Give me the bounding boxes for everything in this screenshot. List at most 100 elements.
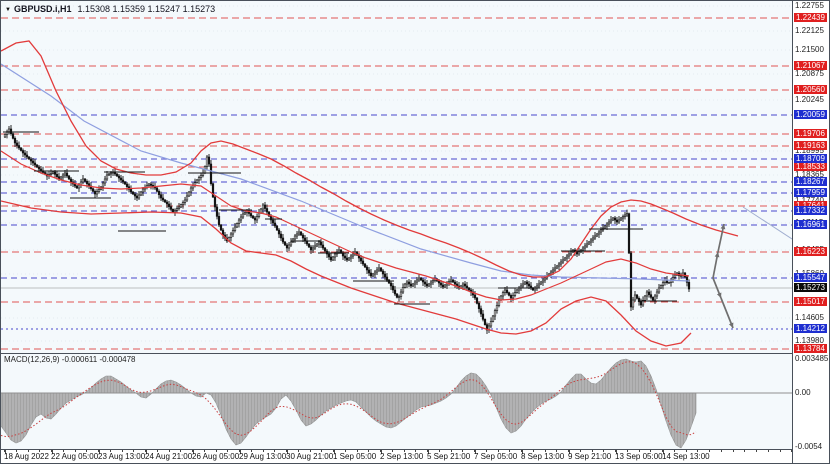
time-axis-tick (380, 450, 381, 452)
time-axis-major-tick (99, 450, 100, 454)
time-axis-tick (579, 450, 581, 452)
time-axis-tick (767, 450, 769, 452)
time-axis-tick (15, 450, 17, 452)
time-axis-major-tick (381, 450, 382, 454)
time-axis-label: 22 Aug 05:00 (51, 452, 99, 461)
time-axis-tick (497, 450, 499, 452)
time-axis-tick (485, 450, 487, 452)
time-axis-tick (791, 450, 793, 452)
time-axis-tick (51, 450, 52, 452)
time-axis-tick (368, 450, 370, 452)
price-axis-label: 1.18365 (795, 170, 824, 179)
bollinger-lower-band (1, 200, 692, 347)
support-level-label: 1.16961 (794, 220, 827, 229)
time-axis-tick (462, 450, 464, 452)
time-axis-tick (27, 450, 29, 452)
time-axis-tick (4, 450, 5, 452)
resistance-level-label: 1.15017 (794, 297, 827, 306)
time-axis-tick (556, 450, 558, 452)
time-axis-tick (145, 450, 146, 452)
time-axis-label: 26 Aug 05:00 (192, 452, 240, 461)
macd-axis-label: 0.003485 (795, 354, 829, 363)
time-axis-tick (544, 450, 546, 452)
time-axis-tick (168, 450, 170, 452)
time-axis[interactable]: 18 Aug 2022 22 Aug 05:00 23 Aug 13:00 24 Au… (1, 450, 793, 463)
descending-trendline (742, 206, 792, 240)
price-axis[interactable]: 1.22755 1.22125 1.21500 1.20875 1.20245 1.189… (792, 1, 829, 463)
time-axis-label: 24 Aug 21:00 (145, 452, 193, 461)
time-axis-tick (239, 450, 240, 452)
macd-indicator-pane[interactable] (1, 354, 792, 449)
time-axis-label: 5 Sep 21:00 (427, 452, 471, 461)
symbol-collapse-icon[interactable]: ▼ (5, 7, 11, 13)
resistance-level-label: 1.19163 (794, 141, 827, 150)
time-axis-tick (333, 450, 334, 452)
price-axis-label: 1.22755 (795, 1, 824, 10)
time-axis-tick (626, 450, 628, 452)
resistance-level-label: 1.22439 (794, 13, 827, 22)
time-axis-tick (109, 450, 111, 452)
support-level-label: 1.17332 (794, 206, 827, 215)
time-axis-tick (779, 450, 781, 452)
pane-separator[interactable] (1, 353, 792, 354)
time-axis-tick (615, 450, 616, 452)
time-axis-label: 23 Aug 13:00 (98, 452, 146, 461)
time-axis-tick (744, 450, 746, 452)
time-axis-label: 29 Aug 13:00 (239, 452, 287, 461)
macd-axis-label: 0.00 (795, 388, 811, 397)
swing-level-segments (3, 131, 677, 305)
time-axis-major-tick (334, 450, 335, 454)
time-axis-tick (650, 450, 652, 452)
resistance-level-label: 1.18533 (794, 162, 827, 171)
price-axis-label: 1.21500 (795, 45, 824, 54)
support-level-label: 1.14212 (794, 324, 827, 333)
time-axis-tick (74, 450, 76, 452)
time-axis-major-tick (146, 450, 147, 454)
time-axis-tick (568, 450, 569, 452)
time-axis-tick (180, 450, 182, 452)
time-axis-tick (286, 450, 287, 452)
time-axis-tick (673, 450, 675, 452)
time-axis-tick (756, 450, 757, 452)
support-level-label: 1.20059 (794, 110, 827, 119)
symbol-timeframe-label: GBPUSD.i,H1 (13, 4, 72, 14)
time-axis-tick (203, 450, 205, 452)
price-axis-label: 1.20875 (795, 69, 824, 78)
time-axis-tick (603, 450, 605, 452)
time-axis-tick (39, 450, 41, 452)
time-axis-tick (227, 450, 229, 452)
time-axis-tick (391, 450, 393, 452)
resistance-level-label: 1.16223 (794, 247, 827, 256)
resistance-level-label: 1.21067 (794, 61, 827, 70)
resistance-level-label: 1.19706 (794, 129, 827, 138)
time-axis-tick (591, 450, 593, 452)
time-axis-label: 9 Sep 21:00 (568, 452, 612, 461)
time-axis-tick (509, 450, 511, 452)
time-axis-tick (215, 450, 217, 452)
macd-axis-label: -0.0054 (795, 442, 823, 451)
resistance-level-label: 1.13784 (794, 344, 827, 353)
time-axis-tick (438, 450, 440, 452)
time-axis-tick (321, 450, 323, 452)
time-axis-tick (133, 450, 135, 452)
time-axis-major-tick (52, 450, 53, 454)
price-chart-pane[interactable] (1, 1, 792, 353)
time-axis-tick (450, 450, 452, 452)
bollinger-upper-band (1, 40, 739, 278)
resistance-level-label: 1.17641 (794, 201, 827, 210)
time-axis-tick (638, 450, 640, 452)
price-axis-label: 1.17740 (795, 196, 824, 205)
time-axis-tick (474, 450, 475, 452)
time-axis-separator (1, 449, 792, 450)
time-axis-tick (403, 450, 405, 452)
time-axis-major-tick (475, 450, 476, 454)
time-axis-label: 13 Sep 05:00 (615, 452, 663, 461)
resistance-level-label: 1.20560 (794, 85, 827, 94)
time-axis-tick (685, 450, 687, 452)
time-axis-tick (262, 450, 264, 452)
time-axis-tick (156, 450, 158, 452)
time-axis-major-tick (522, 450, 523, 454)
time-axis-major-tick (428, 450, 429, 454)
time-axis-tick (427, 450, 428, 452)
